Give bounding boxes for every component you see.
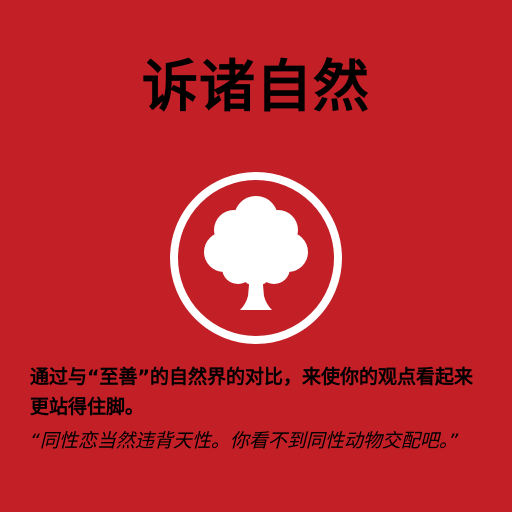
card-example-quote: “同性恋当然违背天性。你看不到同性动物交配吧。” (30, 430, 459, 452)
tree-icon (170, 172, 342, 344)
card-title: 诉诸自然 (142, 55, 370, 120)
card-description: 通过与“至善”的自然界的对比，来使你的观点看起来更站得住脚。 (30, 366, 473, 418)
